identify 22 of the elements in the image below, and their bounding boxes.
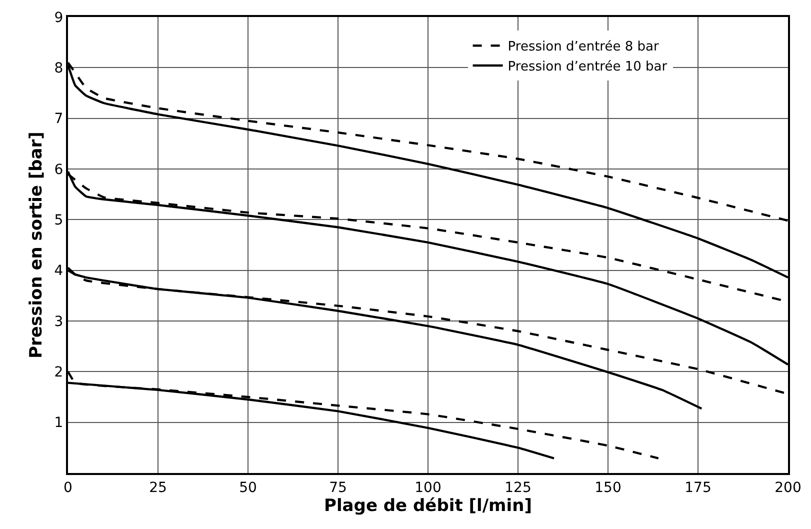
y-tick-label: 2: [54, 364, 64, 381]
y-tick-label: 8: [54, 60, 64, 77]
y-tick-label: 5: [54, 212, 64, 229]
x-tick-label: 25: [149, 480, 167, 496]
y-tick-label: 6: [54, 162, 64, 178]
y-axis-title: Pression en sortie [bar]: [26, 132, 46, 358]
y-tick-label: 3: [54, 314, 64, 330]
x-tick-label: 125: [504, 480, 532, 496]
y-tick-label: 9: [54, 10, 64, 26]
x-tick-label: 200: [774, 480, 802, 496]
y-tick-label: 7: [54, 111, 64, 128]
x-tick-label: 175: [684, 480, 712, 496]
y-tick-label: 4: [54, 263, 64, 280]
legend-label: Pression d’entrée 8 bar: [508, 40, 660, 55]
x-tick-label: 75: [329, 480, 347, 496]
y-tick-label: 1: [54, 415, 64, 432]
x-tick-label: 50: [239, 480, 257, 496]
x-axis-title: Plage de débit [l/min]: [324, 496, 532, 516]
legend-label: Pression d’entrée 10 bar: [508, 60, 668, 75]
x-tick-label: 150: [594, 480, 622, 496]
x-tick-label: 100: [414, 480, 442, 496]
x-tick-label: 0: [64, 480, 72, 496]
